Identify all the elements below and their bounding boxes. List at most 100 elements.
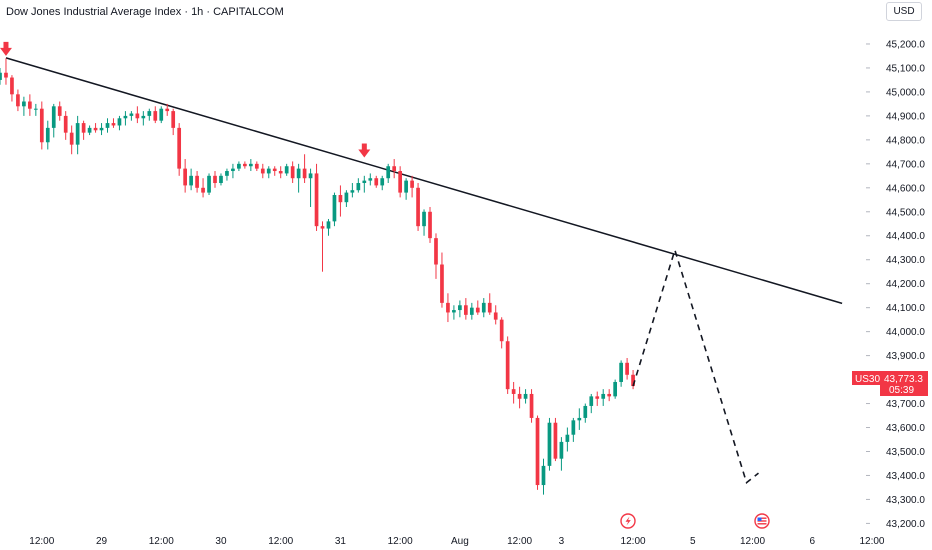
candle [93,123,98,133]
candle [601,389,606,406]
candle [213,171,217,188]
candle-body [10,77,14,95]
price-tick-label: 44,900.0 [886,111,925,122]
candle [16,89,20,112]
candle [302,154,307,184]
price-tick-label: 43,400.0 [886,471,925,482]
projection-dashed-path[interactable] [632,247,759,485]
candle [28,94,32,116]
candle-body [547,422,552,466]
price-tick-label: 44,300.0 [886,255,925,266]
candle-body [350,190,355,193]
current-price-tag: US30 43,773.3 05:39 [852,371,928,396]
candle [577,408,582,430]
time-tick-label: 12:00 [149,536,174,547]
candle-body [248,163,253,167]
candle [159,106,164,124]
candle [260,163,265,179]
candle-body [481,302,486,313]
candle [368,173,373,186]
candle-body [475,307,480,313]
candle-body [4,72,8,78]
candle [547,417,552,471]
candle-body [22,101,26,107]
candle [356,178,361,193]
candle-body [595,396,600,399]
candle [404,178,408,200]
price-tag-box [880,371,928,396]
candle [177,123,182,176]
candle-body [344,192,349,203]
price-tag-countdown: 05:39 [889,385,914,396]
candle [386,163,391,184]
candle [254,161,259,172]
price-tag-symbol: US30 [855,374,880,385]
candle-body [16,94,20,107]
candle [237,161,241,172]
candle-body [392,166,397,172]
candle-body [290,166,295,179]
candle-body [69,132,74,145]
candle-body [410,180,414,188]
candle [183,159,187,193]
candle [428,206,432,243]
candle [452,305,456,320]
candle-body [559,441,564,459]
candle [81,120,86,140]
resistance-trendline[interactable] [5,57,843,305]
candle [284,163,289,176]
candle [10,75,14,102]
candle-body [189,175,193,186]
lightning-event-icon[interactable] [620,513,636,529]
candle [111,118,116,128]
candle [589,393,594,414]
currency-button[interactable]: USD [886,2,922,21]
candle [398,166,403,198]
candle [517,386,522,409]
price-tick-label: 45,200.0 [886,39,925,50]
candle-body [266,168,271,174]
candle [326,218,331,236]
candle [45,120,50,150]
candle-body [326,221,331,229]
time-tick-label: 31 [335,536,347,547]
candle-body [237,163,241,169]
candle [320,221,325,272]
time-tick-label: Aug [451,536,469,547]
candle [463,298,468,320]
price-tick-label: 44,500.0 [886,207,925,218]
candle [619,360,623,387]
candle-body [81,123,86,133]
candle-body [332,194,337,222]
candle [4,58,8,85]
candle [57,101,62,121]
candle-body [51,106,56,128]
candle-body [63,115,68,133]
candle-body [631,374,635,387]
time-tick-label: 6 [809,536,815,547]
price-tick-label: 44,600.0 [886,183,925,194]
candle [625,358,629,380]
candle-body [201,187,205,193]
candle [219,173,223,186]
candle [22,96,26,116]
candle-body [571,420,576,435]
candle [559,437,564,471]
candle [607,389,612,402]
candle-body [75,123,80,145]
candle-body [105,123,110,128]
candle [231,163,235,179]
candle [278,166,283,179]
time-tick-label: 12:00 [740,536,765,547]
candle-body [422,211,426,227]
down-arrow-head [0,47,12,56]
us-flag-event-icon[interactable] [754,513,770,529]
price-tick-label: 45,000.0 [886,87,925,98]
candle-body [28,101,32,109]
candle-body [458,305,462,311]
candle [458,300,462,318]
candle-body [213,175,217,184]
candle [33,103,38,116]
candle-body [541,465,546,486]
